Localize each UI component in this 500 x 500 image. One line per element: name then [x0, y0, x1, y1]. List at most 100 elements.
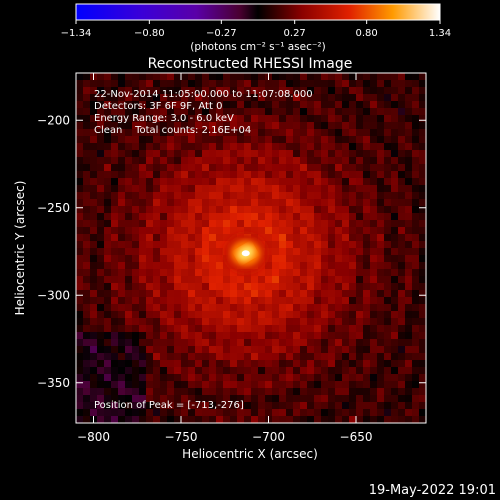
heatmap-cell [167, 360, 175, 368]
heatmap-cell [307, 157, 315, 165]
heatmap-cell [97, 339, 105, 347]
heatmap-cell [398, 395, 406, 403]
heatmap-cell [104, 220, 112, 228]
heatmap-cell [412, 164, 420, 172]
heatmap-cell [146, 360, 154, 368]
heatmap-cell [104, 290, 112, 298]
y-tick-label: −300 [37, 288, 70, 302]
heatmap-cell [419, 276, 426, 284]
heatmap-cell [342, 290, 350, 298]
heatmap-cell [370, 388, 378, 396]
heatmap-cell [363, 416, 371, 423]
heatmap-cell [125, 332, 133, 340]
heatmap-cell [300, 227, 308, 235]
heatmap-cell [209, 367, 217, 375]
heatmap-cell [370, 94, 378, 102]
heatmap-cell [237, 164, 245, 172]
heatmap-cell [83, 234, 91, 242]
heatmap-cell [251, 136, 259, 144]
heatmap-cell [370, 325, 378, 333]
heatmap-cell [258, 171, 266, 179]
heatmap-cell [139, 192, 147, 200]
heatmap-cell [384, 269, 392, 277]
heatmap-cell [419, 311, 426, 319]
heatmap-cell [195, 101, 203, 109]
heatmap-cell [363, 115, 371, 123]
heatmap-cell [412, 416, 420, 423]
heatmap-cell [258, 346, 266, 354]
heatmap-cell [349, 199, 357, 207]
heatmap-cell [209, 262, 217, 270]
heatmap-cell [391, 367, 399, 375]
heatmap-cell [293, 136, 301, 144]
heatmap-cell [314, 325, 322, 333]
heatmap-cell [286, 311, 294, 319]
heatmap-cell [412, 381, 420, 389]
heatmap-cell [384, 234, 392, 242]
heatmap-cell [237, 80, 245, 88]
heatmap-cell [321, 94, 329, 102]
heatmap-cell [398, 360, 406, 368]
heatmap-cell [342, 101, 350, 109]
heatmap-cell [349, 381, 357, 389]
heatmap-cell [419, 164, 426, 172]
heatmap-cell [384, 94, 392, 102]
heatmap-cell [272, 234, 280, 242]
heatmap-cell [188, 220, 196, 228]
heatmap-cell [209, 332, 217, 340]
heatmap-cell [90, 178, 98, 186]
heatmap-cell [174, 80, 182, 88]
heatmap-cell [237, 122, 245, 130]
heatmap-cell [321, 262, 329, 270]
heatmap-cell [272, 227, 280, 235]
heatmap-cell [90, 192, 98, 200]
heatmap-cell [111, 318, 119, 326]
heatmap-cell [132, 269, 140, 277]
heatmap-cell [118, 115, 126, 123]
heatmap-cell [230, 395, 238, 403]
heatmap-cell [244, 388, 252, 396]
heatmap-cell [216, 304, 224, 312]
heatmap-cell [97, 290, 105, 298]
heatmap-cell [139, 108, 147, 116]
heatmap-cell [405, 178, 413, 186]
heatmap-cell [391, 241, 399, 249]
heatmap-cell [300, 353, 308, 361]
heatmap-cell [202, 234, 210, 242]
heatmap-cell [230, 360, 238, 368]
heatmap-cell [111, 395, 119, 403]
heatmap-cell [223, 136, 231, 144]
heatmap-cell [349, 360, 357, 368]
heatmap-cell [97, 157, 105, 165]
heatmap-cell [314, 388, 322, 396]
heatmap-cell [153, 339, 161, 347]
heatmap-cell [104, 402, 112, 410]
heatmap-cell [258, 150, 266, 158]
heatmap-cell [202, 206, 210, 214]
heatmap-cell [76, 367, 84, 375]
heatmap-cell [174, 353, 182, 361]
heatmap-cell [223, 402, 231, 410]
heatmap-cell [132, 290, 140, 298]
heatmap-cell [125, 325, 133, 333]
heatmap-cell [258, 367, 266, 375]
heatmap-cell [286, 388, 294, 396]
heatmap-cell [132, 129, 140, 137]
heatmap-cell [90, 143, 98, 151]
heatmap-cell [412, 213, 420, 221]
heatmap-cell [398, 185, 406, 193]
heatmap-cell [419, 227, 426, 235]
heatmap-cell [118, 346, 126, 354]
heatmap-cell [76, 115, 84, 123]
heatmap-cell [244, 213, 252, 221]
heatmap-cell [132, 325, 140, 333]
heatmap-cell [377, 311, 385, 319]
heatmap-cell [328, 409, 336, 417]
heatmap-cell [216, 192, 224, 200]
heatmap-cell [188, 157, 196, 165]
heatmap-cell [328, 255, 336, 263]
heatmap-cell [237, 297, 245, 305]
heatmap-cell [188, 346, 196, 354]
heatmap-cell [286, 367, 294, 375]
heatmap-cell [286, 290, 294, 298]
